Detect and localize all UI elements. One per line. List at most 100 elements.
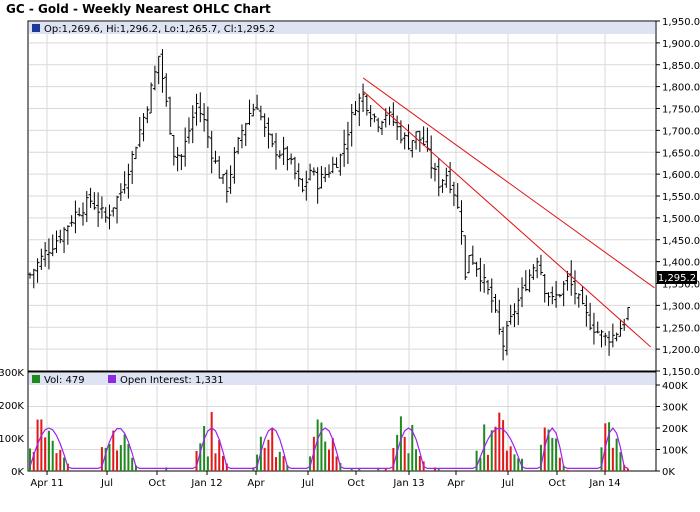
- volume-bar: [59, 449, 62, 471]
- volume-bar: [218, 439, 221, 471]
- volume-bar: [116, 450, 119, 471]
- chart-title: GC - Gold - Weekly Nearest OHLC Chart: [6, 2, 271, 16]
- volume-bar: [210, 412, 213, 471]
- volume-bar: [377, 467, 380, 471]
- volume-bar: [433, 467, 436, 471]
- volume-bars: [29, 412, 629, 471]
- price-tick-label: 1,300.0: [662, 301, 700, 312]
- price-tick-label: 1,850.0: [662, 61, 700, 72]
- volume-bar: [309, 456, 312, 471]
- volume-bar: [44, 437, 47, 471]
- volume-bar: [479, 457, 482, 471]
- x-tick-label: Oct: [347, 478, 364, 489]
- volume-bar: [350, 468, 353, 471]
- volume-bar: [51, 440, 54, 471]
- volume-bar: [29, 448, 31, 471]
- price-grid: [29, 34, 655, 370]
- volume-bar: [222, 455, 225, 471]
- volume-bar: [498, 412, 501, 471]
- volume-bar: [562, 465, 565, 471]
- volume-bar: [502, 420, 505, 471]
- volume-bar: [40, 419, 43, 471]
- volume-bar: [611, 447, 614, 471]
- price-tick-label: 1,900.0: [662, 39, 700, 50]
- volume-bar: [555, 438, 558, 471]
- volume-left-tick-label: 100K: [0, 434, 24, 445]
- price-tick-label: 1,750.0: [662, 105, 700, 116]
- x-tick-label: Jan 12: [190, 478, 222, 489]
- price-tick-label: 1,150.0: [662, 367, 700, 378]
- volume-bar: [206, 456, 209, 471]
- price-legend-swatch: [32, 24, 40, 32]
- volume-bar: [32, 451, 35, 471]
- volume-bar: [203, 426, 206, 471]
- price-tick-label: 1,500.0: [662, 214, 700, 225]
- x-tick-label: Jul: [301, 478, 314, 489]
- volume-bar: [490, 430, 493, 471]
- volume-bar: [623, 464, 626, 471]
- vol-legend-text: Vol: 479: [44, 375, 85, 386]
- trendline-upper: [362, 77, 655, 289]
- volume-bar: [399, 416, 402, 471]
- volume-bar: [566, 469, 569, 471]
- trend-lines: [362, 77, 655, 348]
- volume-bar: [275, 457, 278, 471]
- volume-bar: [437, 469, 440, 471]
- volume-bar: [521, 458, 524, 471]
- price-tick-label: 1,650.0: [662, 148, 700, 159]
- price-bars: [28, 49, 630, 361]
- volume-bar: [278, 451, 281, 471]
- volume-bar: [513, 454, 516, 471]
- x-tick-label: Jan 13: [392, 478, 424, 489]
- volume-bar: [551, 437, 554, 471]
- volume-bar: [328, 449, 330, 471]
- price-legend-bg: [29, 22, 655, 34]
- volume-bar: [55, 453, 58, 471]
- volume-bar: [282, 456, 285, 471]
- volume-right-tick-label: 0K: [662, 467, 675, 478]
- volume-right-tick-label: 100K: [662, 446, 688, 457]
- price-legend-text: Op:1,269.6, Hi:1,296.2, Lo:1,265.7, Cl:1…: [44, 24, 275, 35]
- volume-bar: [486, 454, 489, 471]
- volume-right-tick-label: 300K: [662, 403, 688, 414]
- volume-bar: [615, 438, 618, 471]
- last-price-box: [657, 271, 697, 284]
- volume-bar: [505, 450, 508, 471]
- volume-bar: [547, 429, 550, 471]
- x-tick-label: Jan 14: [588, 478, 620, 489]
- volume-bar: [286, 465, 289, 471]
- volume-bar: [608, 422, 611, 471]
- volume-bar: [123, 434, 126, 471]
- volume-axis: 300K 200K 100K 0K 400K 300K 200K 100K 0K: [0, 368, 688, 478]
- volume-bar: [407, 453, 410, 471]
- volume-bar: [195, 450, 198, 471]
- volume-bar: [214, 453, 217, 471]
- volume-bar: [127, 443, 130, 471]
- volume-bar: [267, 439, 270, 471]
- trendline-lower: [362, 90, 652, 348]
- volume-bar: [600, 447, 603, 471]
- oi-legend-text: Open Interest: 1,331: [120, 375, 224, 386]
- price-tick-label: 1,250.0: [662, 323, 700, 334]
- x-tick-label: Jul: [100, 478, 113, 489]
- x-axis: Apr 11 Jul Oct Jan 12 Apr Jul Oct Jan 13 Apr Jul O…: [30, 471, 621, 489]
- vol-legend-swatch: [32, 375, 40, 383]
- volume-bar: [619, 452, 622, 471]
- volume-bar: [112, 430, 115, 471]
- volume-grid: [29, 385, 655, 470]
- volume-left-tick-label: 0K: [11, 467, 24, 478]
- x-tick-label: Oct: [148, 478, 165, 489]
- price-tick-label: 1,400.0: [662, 258, 700, 269]
- x-tick-label: Oct: [548, 478, 565, 489]
- volume-bar: [558, 457, 561, 471]
- volume-bar: [539, 444, 542, 471]
- price-tick-label: 1,950.0: [662, 17, 700, 28]
- volume-bar: [324, 441, 327, 471]
- volume-bar: [331, 437, 334, 471]
- oi-legend-swatch: [108, 375, 116, 383]
- volume-legend-bg: [29, 373, 655, 385]
- volume-bar: [320, 422, 323, 471]
- volume-bar: [104, 447, 107, 471]
- volume-right-tick-label: 400K: [662, 381, 688, 392]
